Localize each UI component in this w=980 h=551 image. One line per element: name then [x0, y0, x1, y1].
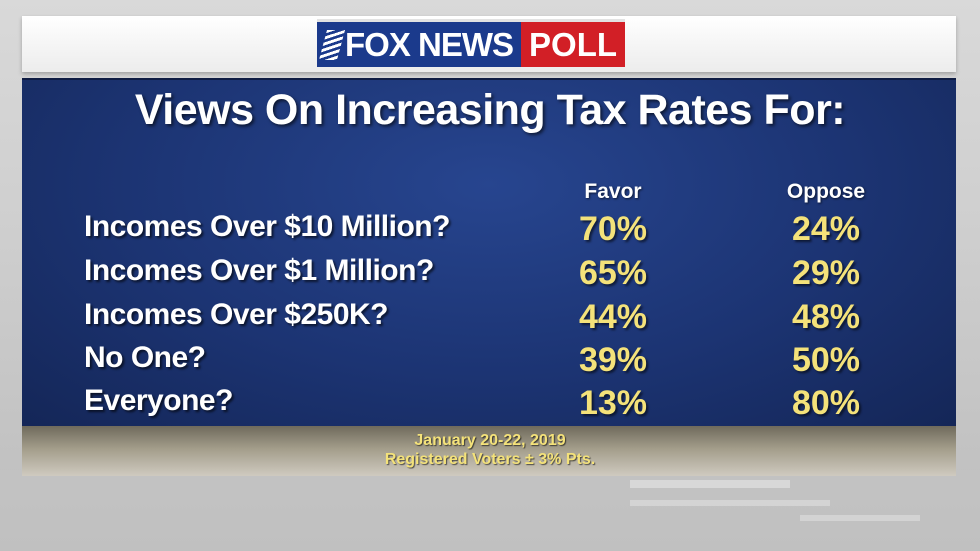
table-row: Everyone? 13% 80% [0, 384, 980, 428]
logo-brand: FOX NEWS [317, 19, 522, 67]
poll-sample: Registered Voters ± 3% Pts. [384, 451, 596, 468]
oppose-value: 80% [791, 384, 861, 422]
row-label: Incomes Over $10 Million? [84, 210, 450, 243]
column-header-favor: Favor [584, 180, 642, 203]
oppose-value: 48% [791, 298, 861, 336]
poll-panel [22, 78, 956, 428]
table-row: Incomes Over $10 Million? 70% 24% [0, 210, 980, 254]
column-header-oppose: Oppose [786, 180, 866, 203]
footer-bar [22, 426, 956, 476]
logo-poll: POLL [521, 19, 626, 67]
row-label: Incomes Over $1 Million? [84, 254, 434, 287]
favor-value: 70% [578, 210, 648, 248]
row-label: Everyone? [84, 384, 233, 417]
row-label: Incomes Over $250K? [84, 298, 389, 331]
favor-value: 65% [578, 254, 648, 292]
favor-value: 13% [578, 384, 648, 422]
row-label: No One? [84, 341, 206, 374]
favor-value: 39% [578, 341, 648, 379]
poll-title: Views On Increasing Tax Rates For: [134, 86, 846, 134]
oppose-value: 24% [791, 210, 861, 248]
poll-date: January 20-22, 2019 [414, 432, 566, 449]
fox-news-poll-logo: FOX NEWS POLL [317, 19, 626, 67]
oppose-value: 29% [791, 254, 861, 292]
flag-icon [318, 29, 346, 60]
logo-brand-text: FOX NEWS [345, 25, 514, 63]
table-row: Incomes Over $1 Million? 65% 29% [0, 254, 980, 298]
table-row: No One? 39% 50% [0, 341, 980, 385]
favor-value: 44% [578, 298, 648, 336]
table-row: Incomes Over $250K? 44% 48% [0, 298, 980, 342]
oppose-value: 50% [791, 341, 861, 379]
